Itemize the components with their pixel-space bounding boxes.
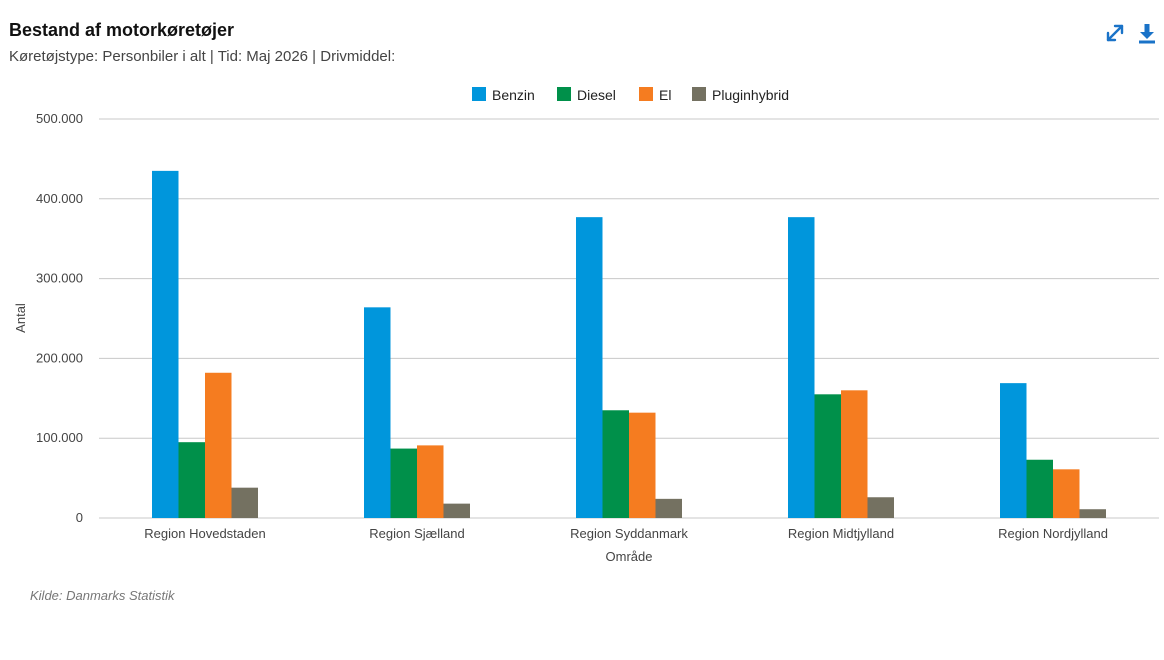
- legend-label-benzin[interactable]: Benzin: [492, 87, 535, 103]
- bar-benzin[interactable]: [788, 217, 815, 519]
- bar-pluginhybrid[interactable]: [231, 487, 259, 518]
- x-tick-label: Region Midtjylland: [788, 526, 894, 541]
- bar-pluginhybrid[interactable]: [1079, 509, 1107, 518]
- legend-swatch-el: [639, 87, 653, 101]
- y-tick-label: 0: [76, 510, 83, 525]
- y-tick-label: 500.000: [36, 111, 83, 126]
- legend-swatch-pluginhybrid: [692, 87, 706, 101]
- legend-label-pluginhybrid[interactable]: Pluginhybrid: [712, 87, 789, 103]
- bar-benzin[interactable]: [1000, 383, 1027, 518]
- y-axis-title: Antal: [13, 303, 28, 333]
- bar-el[interactable]: [205, 372, 232, 518]
- y-tick-label: 100.000: [36, 430, 83, 445]
- download-icon[interactable]: [1136, 22, 1158, 44]
- legend: Benzin Diesel El Pluginhybrid: [472, 87, 789, 103]
- y-tick-label: 400.000: [36, 191, 83, 206]
- x-tick-label: Region Syddanmark: [570, 526, 688, 541]
- y-tick-label: 300.000: [36, 271, 83, 286]
- legend-label-diesel[interactable]: Diesel: [577, 87, 616, 103]
- source-note: Kilde: Danmarks Statistik: [30, 588, 175, 603]
- x-axis: Region Hovedstaden Region Sjælland Region …: [144, 526, 1108, 541]
- bar-benzin[interactable]: [152, 170, 179, 518]
- x-tick-label: Region Nordjylland: [998, 526, 1108, 541]
- y-tick-label: 200.000: [36, 350, 83, 365]
- x-axis-title: Område: [606, 549, 653, 564]
- bar-diesel[interactable]: [390, 448, 418, 518]
- bar-el[interactable]: [841, 390, 868, 518]
- chart-subtitle: Køretøjstype: Personbiler i alt | Tid: M…: [9, 48, 396, 65]
- bar-benzin[interactable]: [576, 217, 603, 519]
- bar-diesel[interactable]: [1026, 459, 1054, 518]
- bar-benzin[interactable]: [364, 307, 391, 518]
- bar-el[interactable]: [417, 445, 444, 518]
- bar-diesel[interactable]: [602, 410, 630, 518]
- bar-el[interactable]: [629, 412, 656, 518]
- expand-icon[interactable]: [1104, 22, 1126, 44]
- bar-pluginhybrid[interactable]: [443, 503, 471, 518]
- y-axis: 0 100.000 200.000 300.000 400.000 500.000: [36, 111, 83, 525]
- bars: [152, 170, 1107, 519]
- bar-pluginhybrid[interactable]: [867, 497, 895, 518]
- chart-toolbar: [1104, 22, 1158, 44]
- x-tick-label: Region Hovedstaden: [144, 526, 265, 541]
- bar-diesel[interactable]: [178, 442, 206, 518]
- bar-diesel[interactable]: [814, 394, 842, 518]
- legend-swatch-benzin: [472, 87, 486, 101]
- bar-pluginhybrid[interactable]: [655, 498, 683, 518]
- x-tick-label: Region Sjælland: [369, 526, 464, 541]
- chart-title: Bestand af motorkøretøjer: [9, 20, 235, 40]
- legend-label-el[interactable]: El: [659, 87, 671, 103]
- bar-el[interactable]: [1053, 469, 1080, 518]
- legend-swatch-diesel: [557, 87, 571, 101]
